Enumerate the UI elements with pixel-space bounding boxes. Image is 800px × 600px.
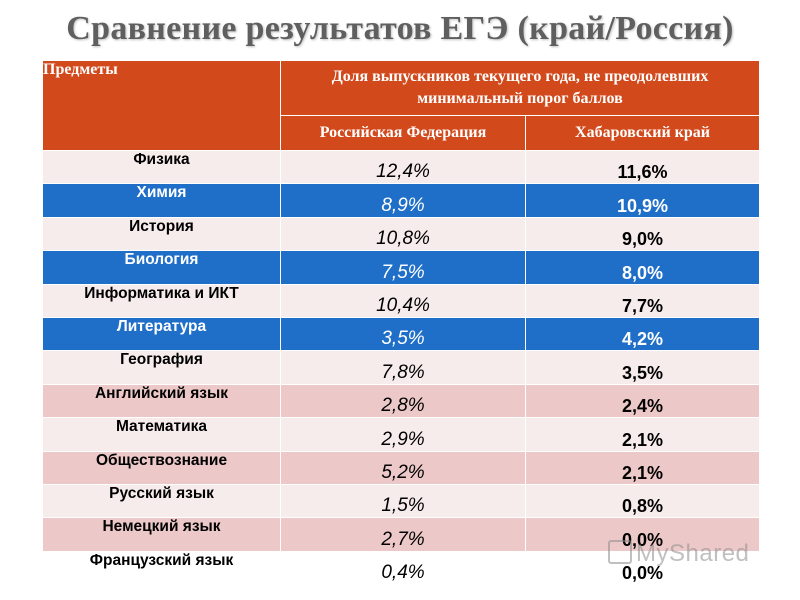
rf-value-cell: 0,4% — [280, 550, 526, 586]
kr-value-cell: 2,1% — [524, 450, 761, 485]
rf-value-cell: 7,8% — [280, 350, 526, 385]
kr-value-cell: 8,0% — [524, 250, 761, 285]
rf-value-cell: 7,5% — [280, 250, 526, 285]
kr-value-cell: 2,1% — [524, 417, 761, 452]
subject-cell: Литература — [42, 316, 281, 352]
subject-cell: Информатика и ИКТ — [42, 283, 281, 318]
rf-value-cell: 2,8% — [280, 383, 526, 419]
watermark-text: MyShared — [636, 540, 750, 567]
subject-cell: Химия — [42, 183, 281, 218]
table-row: История 10,8% 9,0% — [42, 216, 761, 252]
header-rf: Российская Федерация — [280, 115, 526, 151]
kr-value-cell: 0,0% — [524, 550, 761, 586]
table-row: Французский язык 0,4% 0,0% — [42, 550, 761, 586]
table-row: Физика 12,4% 11,6% — [42, 149, 761, 185]
rf-value-cell: 10,8% — [280, 216, 526, 252]
table-row: Информатика и ИКТ 10,4% 7,7% — [42, 283, 761, 318]
subject-cell: Французский язык — [42, 550, 281, 586]
header-share: Доля выпускников текущего года, не преод… — [279, 60, 761, 116]
comparison-table: Предметы Доля выпускников текущего года,… — [42, 60, 761, 586]
watermark-logo-icon — [608, 540, 632, 564]
kr-value-cell: 0,0% — [524, 517, 761, 552]
kr-value-cell: 0,8% — [524, 483, 761, 519]
subject-cell: Обществознание — [42, 450, 281, 485]
kr-value-cell: 2,4% — [524, 383, 761, 419]
rf-value-cell: 2,9% — [280, 417, 526, 452]
subject-cell: Немецкий язык — [42, 517, 281, 552]
table-row: Немецкий язык 2,7% 0,0% — [42, 517, 761, 552]
table-row: Английский язык 2,8% 2,4% — [42, 383, 761, 419]
subject-cell: Физика — [42, 149, 281, 185]
kr-value-cell: 11,6% — [524, 149, 761, 185]
rf-value-cell: 3,5% — [280, 316, 526, 352]
subject-cell: Английский язык — [42, 383, 281, 419]
subject-cell: Математика — [42, 417, 281, 452]
kr-value-cell: 4,2% — [524, 316, 761, 352]
rf-value-cell: 1,5% — [280, 483, 526, 519]
table-row: Биология 7,5% 8,0% — [42, 250, 761, 285]
rf-value-cell: 10,4% — [280, 283, 526, 318]
rf-value-cell: 12,4% — [280, 149, 526, 185]
watermark: MyShared — [608, 540, 749, 568]
subject-cell: Русский язык — [42, 483, 281, 519]
table-row: Математика 2,9% 2,1% — [42, 417, 761, 452]
rf-value-cell: 2,7% — [280, 517, 526, 552]
kr-value-cell: 9,0% — [524, 216, 761, 252]
table-row: Химия 8,9% 10,9% — [42, 183, 761, 218]
table-row: Обществознание 5,2% 2,1% — [42, 450, 761, 485]
subject-cell: География — [42, 350, 281, 385]
page-title: Сравнение результатов ЕГЭ (край/Россия) — [66, 10, 734, 47]
kr-value-cell: 3,5% — [524, 350, 761, 385]
table-row: География 7,8% 3,5% — [42, 350, 761, 385]
kr-value-cell: 10,9% — [524, 183, 761, 218]
header-subjects: Предметы — [42, 60, 281, 151]
subject-cell: История — [42, 216, 281, 252]
rf-value-cell: 8,9% — [280, 183, 526, 218]
rf-value-cell: 5,2% — [280, 450, 526, 485]
table-row: Русский язык 1,5% 0,8% — [42, 483, 761, 519]
subject-cell: Биология — [42, 250, 281, 285]
table-row: Литература 3,5% 4,2% — [42, 316, 761, 352]
kr-value-cell: 7,7% — [524, 283, 761, 318]
header-kr: Хабаровский край — [524, 115, 761, 151]
